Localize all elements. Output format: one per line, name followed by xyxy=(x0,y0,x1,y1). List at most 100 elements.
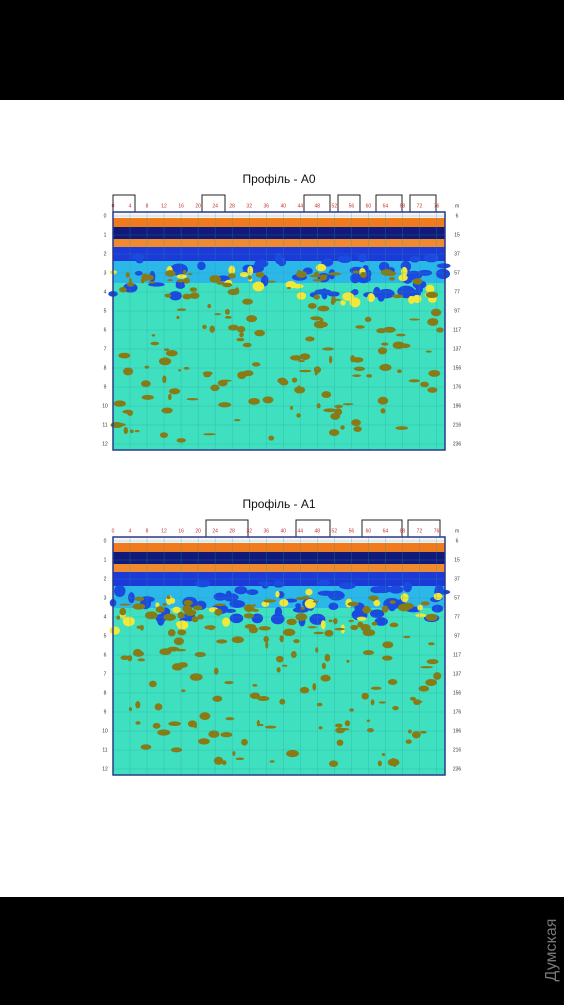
blob-olive xyxy=(412,278,423,285)
blob-yellow xyxy=(296,291,307,300)
blob-olive xyxy=(173,637,184,646)
top-tick: 20 xyxy=(195,528,201,534)
blob-olive xyxy=(237,371,247,380)
blob-olive xyxy=(210,384,220,392)
blob-olive xyxy=(420,666,433,669)
blob-olive xyxy=(123,427,128,435)
blob-olive xyxy=(395,426,409,430)
blob-olive xyxy=(387,679,398,685)
blob-yellow xyxy=(228,265,236,275)
blob-olive xyxy=(350,624,359,631)
blob-olive xyxy=(377,760,382,767)
right-tick: 156 xyxy=(453,690,462,696)
plot-frame xyxy=(112,536,446,776)
blob-blue xyxy=(213,592,227,601)
left-tick: 12 xyxy=(102,766,108,772)
blob-olive xyxy=(248,398,260,405)
blob-olive xyxy=(277,377,287,384)
blob-olive xyxy=(134,596,145,602)
blob-olive xyxy=(236,326,246,333)
blob-olive xyxy=(214,313,222,316)
blob-olive xyxy=(244,623,257,629)
blob-yellow xyxy=(340,300,346,306)
blob-olive xyxy=(198,738,210,745)
blob-olive xyxy=(328,272,342,276)
blob-olive xyxy=(123,367,134,376)
blob-blue xyxy=(272,580,285,588)
band-orange xyxy=(113,218,445,227)
blob-olive xyxy=(176,315,180,320)
blob-olive xyxy=(262,396,274,404)
figure-title: Профіль - А1 xyxy=(242,497,315,511)
blob-olive xyxy=(427,318,439,326)
blob-olive xyxy=(338,727,350,731)
blob-olive xyxy=(334,404,344,409)
blob-olive xyxy=(178,369,182,372)
blob-olive xyxy=(263,599,276,603)
right-tick: 216 xyxy=(453,747,462,753)
blob-olive xyxy=(425,679,438,686)
left-tick: 2 xyxy=(104,251,107,257)
left-tick: 6 xyxy=(104,652,107,658)
top-tick: 32 xyxy=(246,203,252,209)
blob-yellow xyxy=(367,292,375,303)
blob-olive xyxy=(310,316,322,321)
blob-olive xyxy=(384,271,397,277)
blob-olive xyxy=(313,631,324,635)
blob-blue xyxy=(169,291,182,301)
blob-olive xyxy=(116,615,121,620)
blob-yellow xyxy=(239,271,249,278)
blob-olive xyxy=(141,394,154,400)
blob-olive xyxy=(346,659,350,663)
left-tick: 7 xyxy=(104,671,107,677)
blob-olive xyxy=(252,683,258,687)
blob-olive xyxy=(324,653,331,662)
blob-olive xyxy=(214,603,226,607)
blob-yellow xyxy=(415,613,427,618)
blob-olive xyxy=(182,293,192,300)
top-tick: 0 xyxy=(112,203,115,209)
blob-olive xyxy=(113,400,126,407)
band-white xyxy=(113,212,445,218)
blob-olive xyxy=(419,730,427,734)
blob-olive xyxy=(352,374,362,377)
right-tick: 97 xyxy=(454,308,460,314)
blob-olive xyxy=(318,726,323,730)
blob-olive xyxy=(377,347,388,355)
blob-olive xyxy=(282,628,296,637)
blob-olive xyxy=(321,662,326,670)
blob-olive xyxy=(382,326,396,333)
blob-olive xyxy=(235,757,245,761)
plot-frame xyxy=(112,211,446,451)
blob-olive xyxy=(204,625,216,630)
blob-blue xyxy=(409,255,420,263)
blob-olive xyxy=(148,281,156,284)
blob-olive xyxy=(224,308,230,315)
blob-olive xyxy=(425,291,439,299)
left-tick: 7 xyxy=(104,346,107,352)
blob-blue xyxy=(261,583,269,589)
blob-olive xyxy=(392,706,399,711)
top-tick: 16 xyxy=(178,528,184,534)
right-tick: 156 xyxy=(453,365,462,371)
blob-olive xyxy=(176,279,185,283)
top-tick: 48 xyxy=(315,203,321,209)
blob-blue xyxy=(223,593,239,602)
blob-olive xyxy=(323,408,337,413)
blob-blue xyxy=(295,603,302,609)
blob-olive xyxy=(426,659,439,665)
left-tick: 8 xyxy=(104,690,107,696)
blob-olive xyxy=(126,282,135,287)
blob-olive xyxy=(291,377,298,383)
blob-yellow xyxy=(373,599,381,607)
top-tick: 28 xyxy=(229,203,235,209)
blob-olive xyxy=(269,760,275,763)
blob-blue xyxy=(321,258,334,267)
left-tick: 10 xyxy=(102,728,108,734)
blob-yellow xyxy=(109,626,120,635)
blob-yellow xyxy=(342,292,355,301)
blob-olive xyxy=(155,606,165,613)
blob-olive xyxy=(340,425,345,430)
blob-olive xyxy=(212,695,223,702)
